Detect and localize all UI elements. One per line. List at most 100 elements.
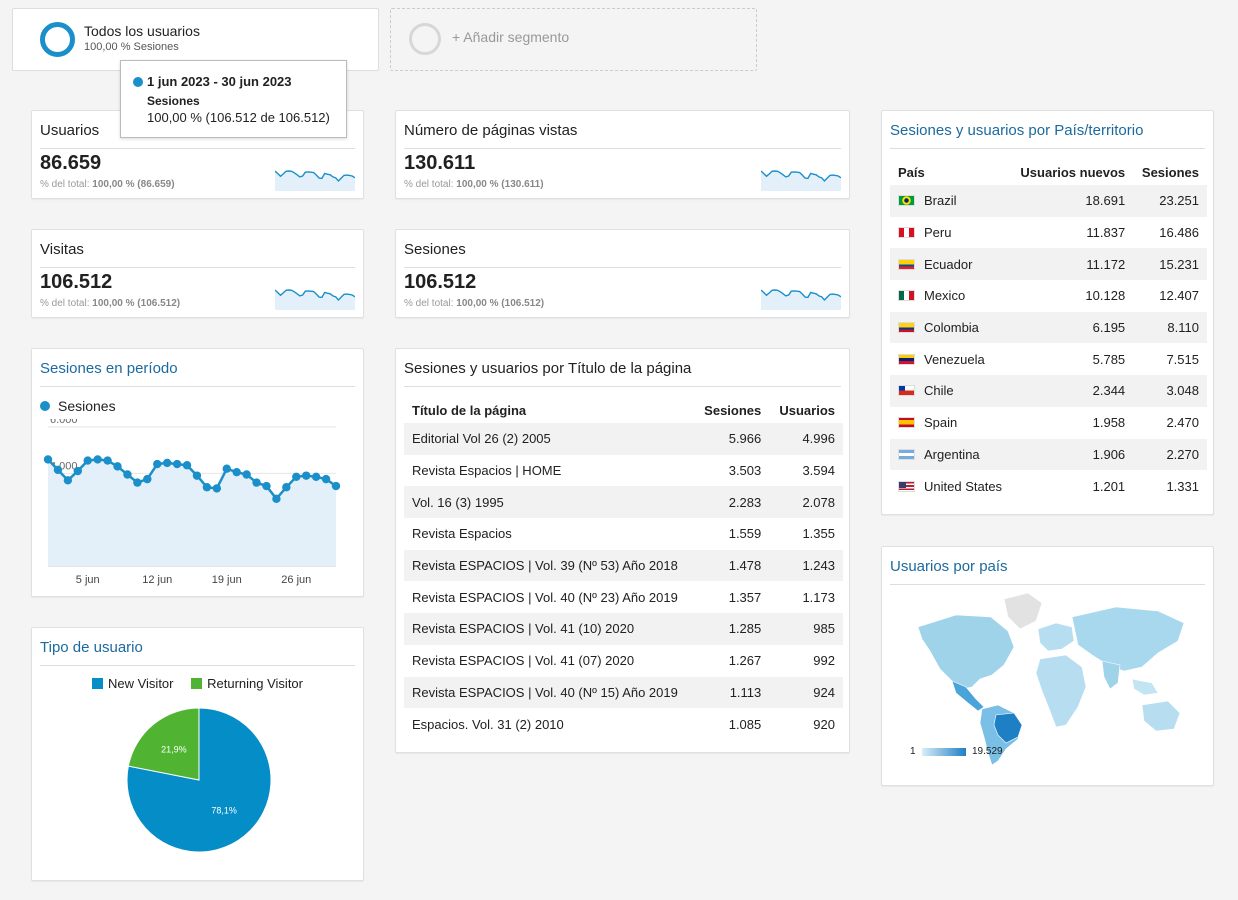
users-cell: 2.078	[769, 486, 843, 519]
users-cell: 992	[813, 653, 835, 669]
table-row[interactable]: Revista ESPACIOS | Vol. 41 (07) 2020 1.26…	[404, 645, 843, 677]
country-cell[interactable]: Argentina	[890, 438, 1012, 471]
y-tick-label: 6.000	[50, 419, 78, 426]
flag-peru-icon	[898, 227, 915, 239]
country-cell[interactable]: Brazil	[890, 185, 1012, 217]
page-title-cell[interactable]: Revista Espacios | HOME	[412, 463, 562, 479]
page-title-cell[interactable]: Revista ESPACIOS | Vol. 40 (Nº 23) Año 2…	[412, 589, 678, 605]
segment-tooltip: 1 jun 2023 - 30 jun 2023 Sesiones 100,00…	[120, 60, 347, 138]
page-title-card: Sesiones y usuarios por Título de la pág…	[395, 348, 850, 753]
new-users-cell: 2.344	[1011, 375, 1134, 407]
metric-title: Usuarios	[40, 122, 355, 149]
page-title-cell[interactable]: Revista ESPACIOS | Vol. 41 (10) 2020	[404, 613, 695, 645]
col-country[interactable]: País	[898, 164, 925, 180]
table-row[interactable]: United States 1.201 1.331	[890, 470, 1207, 502]
country-cell[interactable]: United States	[890, 470, 1011, 502]
page-title-cell[interactable]: Revista ESPACIOS | Vol. 41 (07) 2020	[412, 653, 635, 669]
table-row[interactable]: Brazil 18.691 23.251	[890, 185, 1207, 217]
table-row[interactable]: Revista ESPACIOS | Vol. 40 (Nº 23) Año 2…	[404, 581, 843, 613]
x-tick-label: 12 jun	[142, 574, 172, 586]
user-type-title: Tipo de usuario	[40, 639, 355, 666]
data-point	[232, 467, 241, 477]
metric-percent: % del total: 100,00 % (86.659)	[40, 179, 175, 190]
table-row[interactable]: Ecuador 11.172 15.231	[890, 248, 1207, 281]
legend-returning-visitor[interactable]: Returning Visitor	[207, 676, 303, 691]
metric-card-paginas[interactable]: Número de páginas vistas 130.611 % del t…	[395, 110, 850, 199]
table-row[interactable]: Vol. 16 (3) 1995 2.283 2.078	[404, 486, 843, 519]
metric-card-visitas[interactable]: Visitas 106.512 % del total: 100,00 % (1…	[31, 229, 364, 318]
country-cell[interactable]: Colombia	[890, 311, 1012, 344]
users-cell: 1.243	[769, 549, 843, 582]
table-row[interactable]: Revista ESPACIOS | Vol. 39 (Nº 53) Año 2…	[404, 549, 843, 582]
map-mexico	[951, 680, 985, 712]
users-cell: 3.594	[802, 463, 835, 479]
user-type-pie-chart[interactable]: 78,1% 21,9%	[32, 698, 365, 878]
new-users-cell: 1.201	[1092, 478, 1126, 494]
table-row[interactable]: Revista Espacios | HOME 3.503 3.594	[404, 455, 843, 487]
sessions-cell: 1.331	[1166, 478, 1199, 494]
col-users[interactable]: Usuarios	[779, 402, 835, 418]
data-point	[162, 458, 172, 468]
table-row[interactable]: Editorial Vol 26 (2) 2005 5.966 4.996	[404, 423, 843, 455]
country-cell[interactable]: Peru	[890, 217, 1011, 249]
sessions-cell: 1.559	[728, 526, 762, 542]
data-point	[311, 472, 321, 482]
table-row[interactable]: Venezuela 5.785 7.515	[890, 343, 1207, 375]
country-cell[interactable]: Chile	[890, 375, 1012, 407]
table-row[interactable]: Colombia 6.195 8.110	[890, 311, 1207, 344]
table-row[interactable]: Mexico 10.128 12.407	[890, 280, 1207, 312]
table-row[interactable]: Argentina 1.906 2.270	[890, 438, 1207, 471]
col-new-users[interactable]: Usuarios nuevos	[1020, 164, 1126, 180]
col-page-title[interactable]: Título de la página	[412, 402, 527, 418]
sessions-cell: 1.478	[694, 549, 770, 582]
table-row[interactable]: Chile 2.344 3.048	[890, 375, 1207, 407]
table-row[interactable]: Peru 11.837 16.486	[890, 217, 1207, 249]
flag-chile-icon	[898, 385, 915, 397]
data-point	[73, 466, 82, 476]
metric-value: 130.611	[404, 152, 476, 174]
data-point	[172, 459, 182, 469]
sessions-cell: 1.085	[728, 716, 762, 732]
metric-card-sesiones[interactable]: Sesiones 106.512 % del total: 100,00 % (…	[395, 229, 850, 318]
page-title-cell[interactable]: Revista ESPACIOS | Vol. 40 (Nº 15) Año 2…	[404, 676, 695, 709]
legend-new-visitor[interactable]: New Visitor	[107, 676, 174, 691]
sparkline	[761, 170, 841, 191]
data-point	[113, 462, 122, 471]
add-segment-button[interactable]: + Añadir segmento	[390, 8, 757, 71]
page-title-cell[interactable]: Editorial Vol 26 (2) 2005	[404, 423, 695, 455]
country-cell[interactable]: Ecuador	[890, 248, 1012, 281]
sessions-cell: 2.270	[1133, 438, 1207, 471]
data-point	[43, 455, 53, 464]
country-name: Mexico	[924, 288, 966, 304]
page-title-cell[interactable]: Espacios. Vol. 31 (2) 2010	[412, 716, 564, 732]
country-cell[interactable]: Venezuela	[890, 343, 1011, 375]
table-row[interactable]: Revista ESPACIOS | Vol. 40 (Nº 15) Año 2…	[404, 676, 843, 709]
map-europe	[1037, 622, 1075, 652]
country-name: Venezuela	[924, 351, 985, 367]
col-sessions[interactable]: Sesiones	[704, 402, 762, 418]
table-row[interactable]: Revista ESPACIOS | Vol. 41 (10) 2020 1.28…	[404, 613, 843, 645]
table-row[interactable]: Spain 1.958 2.470	[890, 407, 1207, 439]
page-title-cell[interactable]: Revista Espacios	[412, 526, 512, 542]
page-title-cell[interactable]: Revista ESPACIOS | Vol. 39 (Nº 53) Año 2…	[404, 549, 695, 582]
data-point	[222, 464, 231, 473]
country-name: United States	[924, 478, 1003, 494]
country-name: Colombia	[924, 320, 979, 336]
legend-returning-visitor-swatch	[191, 678, 203, 689]
col-country-sessions[interactable]: Sesiones	[1141, 164, 1199, 180]
sessions-cell: 1.267	[728, 653, 762, 669]
page-title-cell[interactable]: Vol. 16 (3) 1995	[404, 486, 695, 519]
country-cell[interactable]: Mexico	[890, 280, 1011, 312]
sessions-cell: 2.470	[1166, 415, 1199, 431]
sessions-cell: 3.048	[1133, 375, 1207, 407]
data-point	[63, 476, 73, 485]
country-cell[interactable]: Spain	[890, 407, 1011, 439]
users-cell: 924	[769, 676, 843, 709]
table-row[interactable]: Espacios. Vol. 31 (2) 2010 1.085 920	[404, 708, 843, 740]
map-north-america	[917, 614, 1015, 690]
country-name: Ecuador	[924, 256, 973, 272]
map-scale-bar	[922, 748, 966, 756]
table-row[interactable]: Revista Espacios 1.559 1.355	[404, 518, 843, 550]
world-map[interactable]	[896, 587, 1196, 767]
